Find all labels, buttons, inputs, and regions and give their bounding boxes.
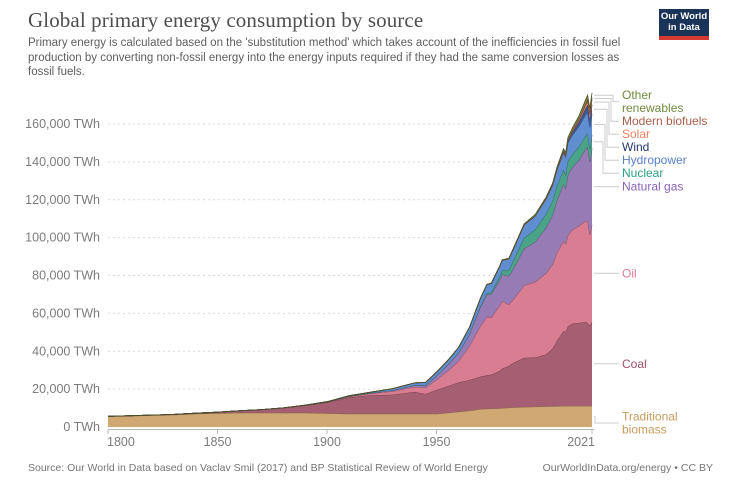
y-axis-tick-label: 120,000 TWh [25,193,100,207]
y-axis-tick-label: 140,000 TWh [25,155,100,169]
legend-leader-hydropower [594,124,619,161]
legend-label-modern-biofuels[interactable]: Modern biofuels [622,114,707,128]
legend-leader-solar [594,101,619,135]
legend-leader-wind [594,108,619,148]
y-axis-tick-label: 100,000 TWh [25,231,100,245]
legend-leader-modern-biofuels [594,98,619,122]
area-oil[interactable] [108,221,592,417]
area-coal[interactable] [108,321,592,417]
area-top-edge-other-renewables [107,92,593,417]
y-axis-tick-label: 0 TWh [63,420,100,434]
legend-label-coal[interactable]: Coal [622,357,647,371]
legend-leader-other-renewables [594,94,619,103]
legend-label-wind[interactable]: Wind [622,140,649,154]
area-traditional-biomass[interactable] [108,406,592,427]
legend-leader-nuclear [594,141,619,174]
owid-logo-line2: in Data [668,21,700,33]
page-title: Global primary energy consumption by sou… [28,8,424,32]
legend-label-natural-gas[interactable]: Natural gas [622,180,683,194]
legend-label-traditional-biomass[interactable]: Traditional biomass [622,410,678,437]
owid-logo[interactable]: Our World in Data [659,9,709,40]
y-axis-tick-label: 40,000 TWh [32,344,100,358]
y-axis-tick-label: 160,000 TWh [25,117,100,131]
y-axis-tick-label: 20,000 TWh [32,382,100,396]
x-axis-tick-label: 1900 [313,435,341,449]
source-note: Source: Our World in Data based on Vacla… [28,462,488,474]
x-axis-tick-label: 2021 [567,435,595,449]
chart-subtitle: Primary energy is calculated based on th… [28,37,621,79]
legend-label-nuclear[interactable]: Nuclear [622,166,663,180]
x-axis-tick-label: 1800 [107,435,135,449]
y-axis-tick-label: 60,000 TWh [32,306,100,320]
legend-leader-traditional-biomass [594,416,619,424]
y-axis-tick-label: 80,000 TWh [32,269,100,283]
x-axis-tick-label: 1950 [423,435,451,449]
legend-label-hydropower[interactable]: Hydropower [622,153,687,167]
license-link[interactable]: OurWorldInData.org/energy • CC BY [542,462,713,474]
x-axis-tick-label: 1850 [204,435,232,449]
owid-logo-line1: Our World [660,10,708,22]
legend-label-solar[interactable]: Solar [622,127,650,141]
legend-label-other-renewables[interactable]: Other renewables [622,88,683,115]
legend-label-oil[interactable]: Oil [622,266,637,280]
